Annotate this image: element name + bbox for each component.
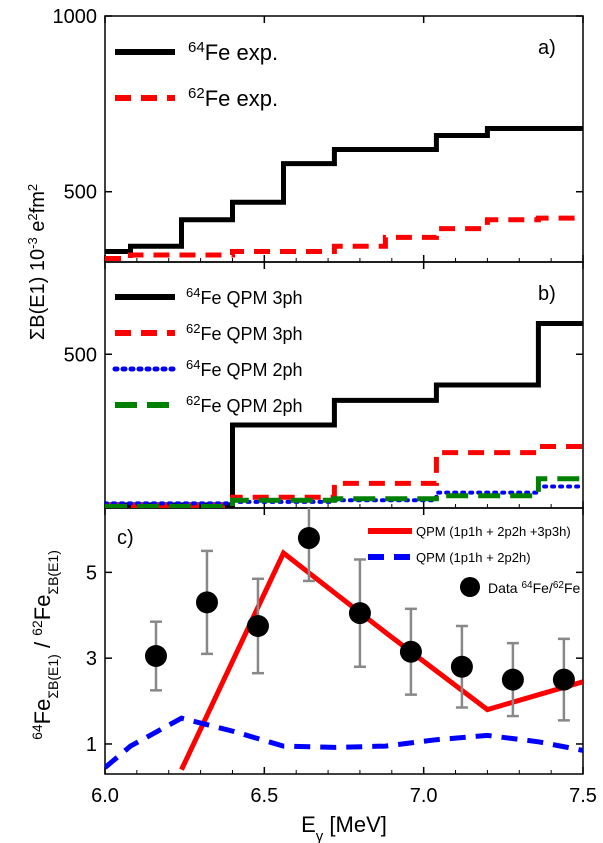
data-point <box>297 527 320 550</box>
data-point <box>450 655 473 678</box>
y-tick-label: 1000 <box>53 6 98 28</box>
x-axis-label: Eγ [MeV] <box>301 812 387 843</box>
data-point <box>348 602 371 625</box>
y-tick-label: 1 <box>86 734 97 756</box>
legend-label: 62Fe QPM 2ph <box>186 393 303 417</box>
panel-b-label: b) <box>538 283 556 305</box>
data-point <box>501 668 524 691</box>
series-line <box>105 476 583 508</box>
legend-label: 62Fe QPM 3ph <box>186 321 303 345</box>
x-tick-label: 6.5 <box>250 785 278 807</box>
series-line <box>105 715 583 770</box>
legend-label: Data 64Fe/62Fe <box>488 580 581 597</box>
panel-c-label: c) <box>117 527 134 549</box>
x-tick-label: 6.0 <box>91 785 119 807</box>
panel-c-frame <box>104 507 584 775</box>
panel-0-series <box>105 126 583 261</box>
panel-2-series <box>105 508 583 771</box>
data-point <box>246 614 269 637</box>
legend-label: 64Fe QPM 3ph <box>186 285 303 309</box>
data-point <box>195 591 218 614</box>
data-point <box>144 645 167 668</box>
legend-label: 64Fe exp. <box>188 39 278 66</box>
panel-1-series <box>105 321 583 508</box>
series-line <box>105 321 583 508</box>
legend-label: 64Fe QPM 2ph <box>186 357 303 381</box>
series-line <box>105 126 583 254</box>
x-tick-label: 7.0 <box>410 785 438 807</box>
panel-c-y-axis-label: 64FeΣB(E1) / 62FeΣB(E1) <box>29 550 61 740</box>
legend-swatch <box>460 577 480 597</box>
legend-label: QPM (1p1h + 2p2h +3p3h) <box>416 524 571 539</box>
x-tick-label: 7.5 <box>569 785 597 807</box>
legend-label: QPM (1p1h + 2p2h) <box>416 550 531 565</box>
data-point <box>399 640 422 663</box>
series-layer <box>105 126 583 771</box>
ticks-layer: 6.0 6.5 7.0 7.5 500 1000 500 1 3 5 <box>53 6 597 807</box>
panel-a-label: a) <box>538 37 556 59</box>
panel-a-frame <box>104 15 584 263</box>
legend-layer: 64Fe exp. 62Fe exp. 64Fe QPM 3ph 62Fe QPM 3… <box>112 39 581 597</box>
y-tick-label: 3 <box>86 648 97 670</box>
y-tick-label: 500 <box>64 344 97 366</box>
shared-y-axis-label: ΣB(E1) 10-3 e2fm2 <box>25 184 50 340</box>
y-tick-label: 5 <box>86 562 97 584</box>
series-line <box>105 215 583 261</box>
y-tick-label: 500 <box>64 182 97 204</box>
legend-label: 62Fe exp. <box>188 85 278 112</box>
data-point <box>552 668 575 691</box>
